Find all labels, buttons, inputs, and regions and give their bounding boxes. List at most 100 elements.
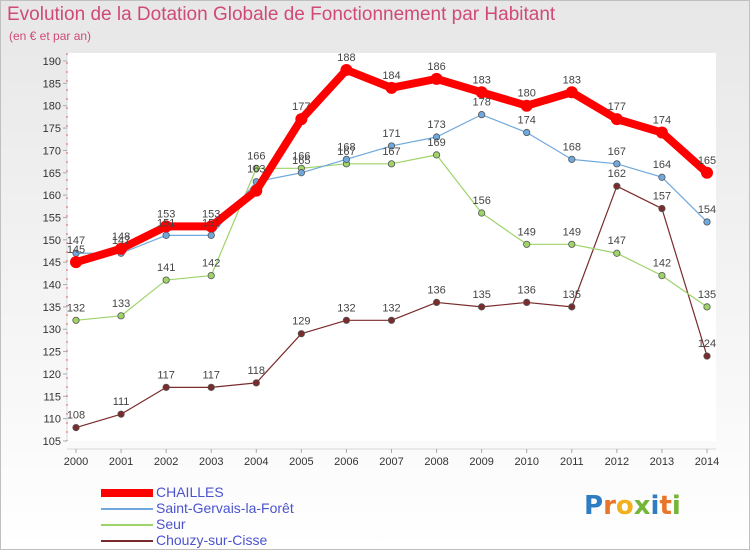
y-tick-label: 170 (43, 145, 61, 157)
data-label-seur: 133 (112, 298, 130, 310)
data-label-chouzy: 118 (248, 365, 266, 377)
x-tick-label: 2011 (560, 456, 584, 468)
point-seur (568, 240, 576, 248)
legend-item-saint-gervais[interactable]: Saint-Gervais-la-Forêt (101, 500, 401, 517)
point-chailles (250, 184, 263, 197)
point-seur (703, 303, 711, 311)
proxiti-logo: Proxiti (584, 491, 681, 521)
data-label-seur: 147 (608, 235, 626, 247)
point-seur (207, 271, 215, 280)
data-label-chouzy: 136 (518, 284, 536, 296)
chart-subtitle: (en € et par an) (9, 29, 92, 43)
x-tick-label: 2006 (334, 456, 358, 468)
data-label-seur: 166 (247, 150, 265, 162)
point-chailles (655, 126, 668, 139)
y-tick-label: 165 (43, 168, 61, 180)
point-chouzy (162, 383, 170, 391)
y-tick-label: 190 (43, 56, 61, 68)
logo-letter: r (603, 491, 616, 521)
data-label-chailles: 188 (337, 52, 355, 64)
data-label-seur: 167 (337, 146, 355, 158)
point-seur (117, 312, 125, 320)
data-label-saint-gervais: 168 (563, 141, 581, 153)
x-tick-label: 2013 (650, 456, 674, 468)
point-seur (387, 160, 396, 168)
data-label-chouzy: 132 (337, 302, 355, 314)
point-chouzy (703, 352, 711, 360)
data-label-chailles: 153 (157, 208, 175, 220)
logo-letter: t (659, 491, 672, 521)
point-seur (613, 249, 621, 257)
data-label-seur: 167 (382, 146, 400, 158)
point-seur (523, 240, 531, 248)
legend-label-seur: Seur (156, 516, 186, 532)
y-tick-label: 115 (43, 391, 61, 403)
x-tick-label: 2004 (244, 456, 268, 468)
data-label-chouzy: 157 (653, 191, 671, 203)
data-label-seur: 149 (518, 226, 536, 238)
data-label-seur: 135 (698, 289, 716, 301)
legend-swatch-chailles (101, 489, 153, 497)
point-chouzy (297, 330, 305, 338)
data-label-saint-gervais: 165 (292, 155, 310, 167)
data-label-chailles: 165 (698, 155, 716, 167)
data-label-seur: 132 (67, 302, 85, 314)
y-tick-label: 175 (43, 123, 61, 135)
y-tick-label: 140 (43, 280, 61, 292)
point-saint-gervais (342, 155, 351, 163)
series-data-labels: 108 111 117 117 118 129 132 132 136 135 136 135 162 1… (67, 52, 716, 422)
x-tick-label: 2008 (424, 456, 448, 468)
data-label-chailles: 177 (292, 101, 310, 113)
legend-label-chouzy: Chouzy-sur-Cisse (156, 532, 268, 548)
point-saint-gervais (613, 160, 621, 168)
point-seur (72, 316, 80, 324)
legend-swatch-seur (101, 524, 153, 526)
point-chailles (205, 220, 218, 233)
point-saint-gervais (162, 231, 170, 239)
legend-item-seur[interactable]: Seur (101, 516, 401, 533)
data-label-chailles: 183 (563, 74, 581, 86)
y-tick-label: 105 (43, 436, 61, 448)
data-label-chailles: 177 (608, 101, 626, 113)
point-saint-gervais (387, 142, 396, 150)
data-label-chailles: 148 (112, 231, 130, 243)
y-tick-label: 150 (43, 235, 61, 247)
y-tick-label: 125 (43, 347, 61, 359)
point-chailles (520, 99, 533, 112)
logo-letter: i (650, 491, 660, 521)
data-label-seur: 142 (653, 258, 671, 270)
point-chouzy (523, 298, 531, 307)
data-label-saint-gervais: 151 (157, 217, 175, 229)
point-chouzy (432, 298, 441, 307)
point-chailles (70, 256, 82, 269)
logo-letter: x (633, 491, 651, 521)
legend-item-chailles[interactable]: CHAILLES (101, 484, 401, 501)
x-tick-label: 2003 (199, 456, 223, 468)
point-chailles (430, 72, 443, 85)
point-seur (478, 209, 486, 217)
point-chouzy (478, 303, 486, 311)
data-label-chailles: 183 (472, 74, 490, 86)
data-label-chouzy: 124 (698, 338, 716, 350)
series-lines (70, 63, 713, 432)
data-label-saint-gervais: 154 (698, 204, 716, 216)
data-label-saint-gervais: 164 (653, 159, 671, 171)
data-label-chailles: 174 (653, 115, 671, 127)
data-label-chailles: 145 (67, 244, 85, 256)
point-chouzy (72, 423, 80, 432)
point-seur (432, 151, 441, 159)
data-label-chailles: 186 (427, 61, 445, 73)
x-tick-label: 2010 (514, 456, 538, 468)
data-label-saint-gervais: 147 (112, 235, 130, 247)
chart-legend: CHAILLES Saint-Gervais-la-Forêt Seur Cho… (101, 484, 401, 549)
point-chailles (610, 113, 623, 126)
data-label-chouzy: 111 (113, 396, 130, 408)
data-label-chouzy: 135 (563, 289, 581, 301)
y-tick-label: 130 (43, 324, 61, 336)
point-chouzy (568, 303, 576, 311)
data-label-chouzy: 135 (472, 289, 490, 301)
data-label-seur: 142 (202, 258, 220, 270)
legend-item-chouzy[interactable]: Chouzy-sur-Cisse (101, 532, 401, 549)
